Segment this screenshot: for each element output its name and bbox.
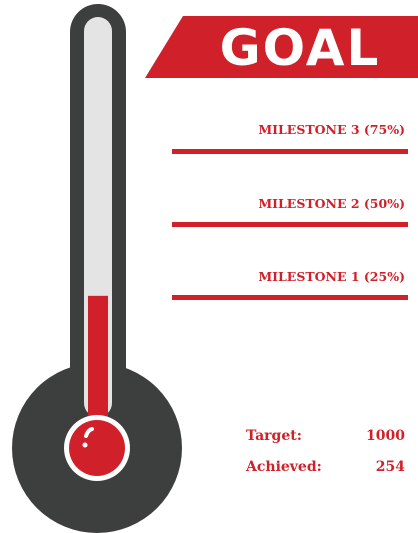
milestone-label: MILESTONE 2 (50%) [258, 196, 405, 211]
bulb-fill [69, 420, 125, 476]
progress-fill [88, 296, 108, 430]
goal-title: GOAL [220, 19, 381, 77]
target-label: Target: [246, 428, 302, 444]
bulb-shine-dot [83, 443, 88, 448]
milestone-line [172, 222, 408, 227]
milestone-line [172, 149, 408, 154]
target-value: 1000 [366, 428, 405, 444]
milestone-line [172, 295, 408, 300]
milestone-label: MILESTONE 3 (75%) [258, 122, 405, 137]
achieved-label: Achieved: [245, 459, 322, 475]
goal-thermometer: GOAL MILESTONE 3 (75%) MILESTONE 2 (50%)… [0, 0, 418, 533]
achieved-value: 254 [376, 459, 405, 475]
milestone-label: MILESTONE 1 (25%) [258, 269, 405, 284]
